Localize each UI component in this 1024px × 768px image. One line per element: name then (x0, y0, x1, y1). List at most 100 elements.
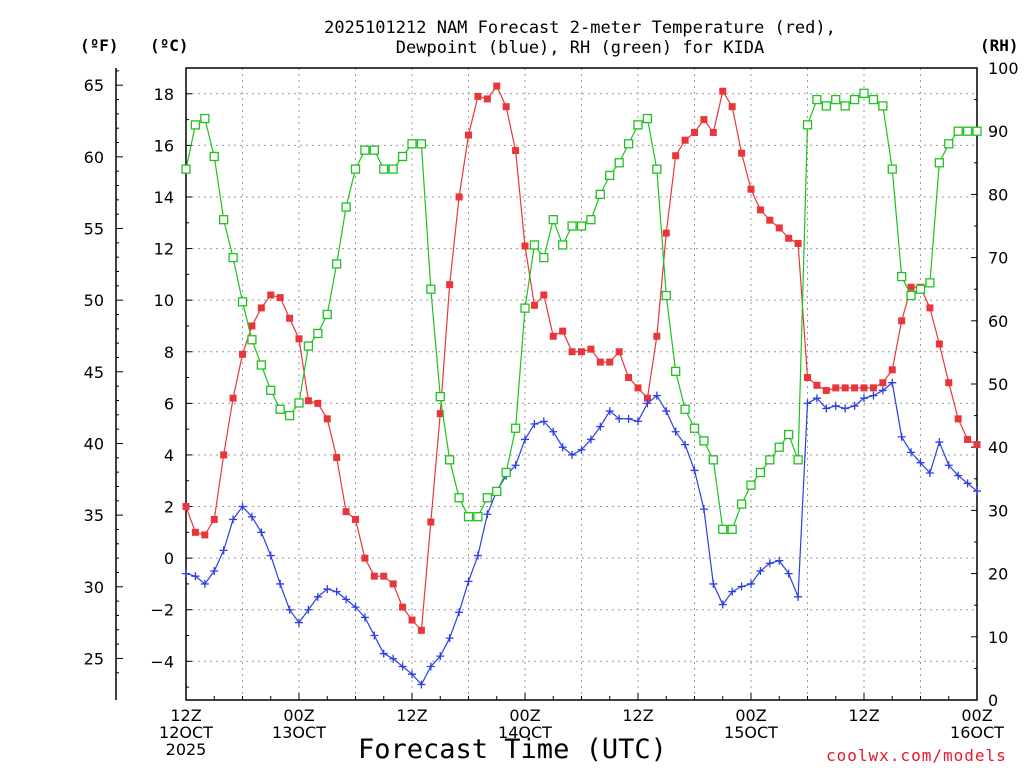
x-tick-label: 13OCT (272, 723, 326, 742)
dewpoint-point (652, 391, 661, 400)
dewpoint-point (304, 605, 313, 614)
dewpoint-point (389, 654, 398, 663)
temperature-point (427, 518, 435, 526)
temperature-point (672, 152, 680, 160)
rh-point (416, 139, 427, 149)
temperature-point (719, 87, 727, 95)
plot-frame (185, 67, 978, 701)
fahrenheit-unit-label: (ºF) (80, 36, 119, 55)
temperature-point (559, 327, 567, 335)
dewpoint-point (370, 631, 379, 640)
dewpoint-point (464, 577, 473, 586)
rh-point (435, 391, 445, 402)
rh-point (360, 145, 370, 155)
rh-point (953, 126, 963, 136)
dewpoint-point (860, 394, 868, 403)
dewpoint-point (718, 600, 727, 609)
dewpoint-point (229, 515, 238, 524)
temperature-point (869, 384, 877, 392)
temperature-point (653, 332, 661, 340)
temperature-point (926, 304, 934, 312)
rh-point (925, 278, 935, 288)
rh-point (821, 101, 831, 111)
temperature-point (399, 603, 407, 611)
dewpoint-point (313, 592, 322, 601)
temperature-point (794, 239, 802, 247)
rh-point (379, 164, 389, 174)
temperature-point (342, 508, 350, 516)
x-tick-label: 15OCT (724, 723, 778, 742)
x-axis-title: Forecast Time (UTC) (358, 734, 667, 765)
rh-point (501, 467, 511, 478)
watermark: coolwx.com/models (826, 746, 1007, 765)
temperature-point (248, 322, 256, 330)
temperature-point (888, 366, 896, 374)
temperature-point (286, 314, 294, 322)
temperature-point (333, 454, 341, 462)
temperature-point (879, 379, 887, 387)
celsius-tick-label: 2 (164, 498, 174, 517)
dewpoint-point (888, 378, 897, 387)
dewpoint-point (351, 603, 360, 612)
celsius-tick-label: 12 (154, 240, 174, 259)
rh-point (897, 271, 907, 282)
temperature-point (596, 358, 604, 366)
dewpoint-point (916, 458, 925, 467)
temperature-point (361, 554, 369, 562)
celsius-tick-label: 6 (164, 394, 174, 413)
temperature-point (521, 242, 529, 250)
dewpoint-point (210, 567, 219, 576)
rh-point (586, 215, 596, 225)
temperature-point (502, 103, 510, 111)
rh-point (849, 94, 860, 105)
dewpoint-point (728, 587, 737, 596)
rh-point (426, 284, 436, 294)
rh-tick-label: 30 (988, 501, 1008, 520)
celsius-tick-label: 16 (154, 136, 174, 155)
dewpoint-point (257, 528, 266, 537)
dewpoint-point (681, 440, 690, 449)
dewpoint-point (671, 427, 680, 436)
rh-tick-label: 80 (988, 185, 1008, 204)
x-tick-label: 00Z (509, 706, 540, 725)
dewpoint-point (191, 572, 200, 581)
rh-point (605, 170, 615, 181)
rh-point (868, 94, 879, 105)
rh-point (736, 499, 747, 509)
temperature-point (841, 384, 849, 392)
dewpoint-point (869, 391, 878, 400)
rh-point (510, 423, 521, 433)
dewpoint-point (605, 407, 614, 416)
temperature-point (210, 515, 218, 523)
dewpoint-point (332, 587, 341, 596)
rh-point (661, 290, 671, 301)
dewpoint-point (596, 422, 605, 431)
celsius-tick-label: 0 (164, 549, 174, 568)
chart-title-line-1: 2025101212 NAM Forecast 2-meter Temperat… (324, 18, 836, 38)
dewpoint-point (586, 435, 595, 444)
temperature-point (370, 572, 378, 580)
x-tick-label: 00Z (283, 706, 314, 725)
dewpoint-point (850, 401, 859, 410)
fahrenheit-tick-label: 40 (84, 434, 104, 453)
temperature-point (860, 384, 868, 392)
temperature-point (182, 503, 190, 511)
temperature-point (700, 116, 708, 124)
x-tick-label: 16OCT (950, 723, 1004, 742)
rh-point (237, 297, 248, 307)
temperature-point (822, 386, 830, 394)
dewpoint-point (219, 546, 228, 555)
rh-point (812, 94, 822, 105)
rh-tick-label: 40 (988, 438, 1008, 457)
rh-point (190, 120, 201, 130)
dewpoint-point (323, 585, 332, 594)
dewpoint-point (455, 608, 464, 617)
celsius-tick-label: 4 (164, 446, 174, 465)
fahrenheit-tick-label: 50 (84, 291, 104, 310)
rh-point (614, 158, 624, 168)
x-tick-label: 00Z (735, 706, 766, 725)
temperature-point (766, 216, 774, 224)
dewpoint-point (549, 427, 558, 436)
rh-unit-label: (RH) (980, 36, 1019, 55)
dewpoint-point (521, 435, 529, 444)
